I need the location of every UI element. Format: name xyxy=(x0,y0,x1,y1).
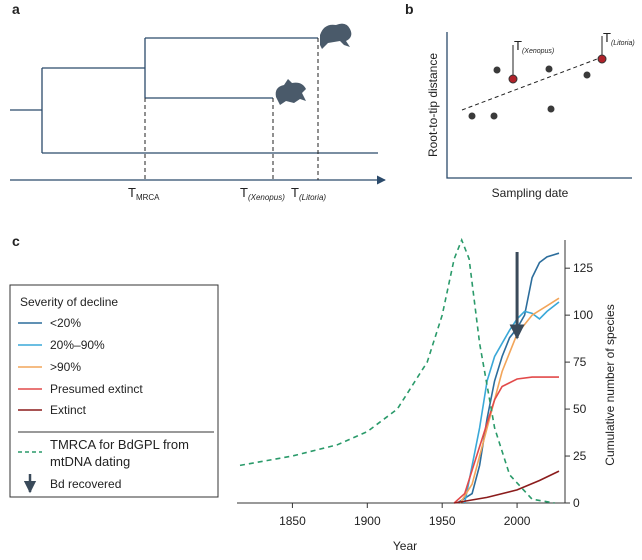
legend-label: Bd recovered xyxy=(50,477,121,491)
phylogeny xyxy=(10,37,378,154)
y2-tick-label: 0 xyxy=(573,496,580,510)
y2-axis-label: Cumulative number of species xyxy=(603,304,617,465)
series-line xyxy=(239,237,555,504)
t-xenopus: T(Xenopus) xyxy=(514,38,554,55)
t-mrca: TMRCA xyxy=(128,185,160,202)
y2-tick-label: 125 xyxy=(573,261,593,275)
y2-tick-label: 100 xyxy=(573,308,593,322)
t-xenopus: T(Xenopus) xyxy=(240,185,285,202)
x-tick-label: 1900 xyxy=(354,514,381,528)
trend-line xyxy=(461,55,606,111)
litoria-point xyxy=(597,54,607,64)
x-axis-label: Year xyxy=(393,539,417,553)
legend-label: >90% xyxy=(50,360,81,374)
legend-entry: TMRCA for BdGPL from mtDNA dating xyxy=(50,437,189,469)
panel-c: c Year Cumulative number of species Seve… xyxy=(9,233,617,553)
points xyxy=(468,65,591,120)
panel-label: b xyxy=(405,1,414,17)
legend-box xyxy=(9,284,219,498)
panel-b: b Root-to-tip distance Sampling date T(X… xyxy=(405,1,635,200)
legend-label: 20%–90% xyxy=(50,338,105,352)
frog-icon xyxy=(275,79,306,105)
series-line xyxy=(454,470,560,504)
frog-icon xyxy=(320,23,352,49)
panel-a: a TMRCA T(Xenopus) T(Litoria) xyxy=(10,1,386,202)
y2-tick-label: 25 xyxy=(573,449,587,463)
series-line xyxy=(453,376,559,504)
xenopus-point xyxy=(508,74,518,84)
x-axis-label: Sampling date xyxy=(492,186,569,200)
x-tick-label: 1950 xyxy=(429,514,456,528)
series-line xyxy=(459,297,560,504)
t-litoria: T(Litoria) xyxy=(291,185,326,202)
y2-tick-label: 75 xyxy=(573,355,587,369)
x-tick-label: 1850 xyxy=(279,514,306,528)
legend-label: Extinct xyxy=(50,403,87,417)
series-line xyxy=(463,301,560,504)
panel-label: c xyxy=(12,233,20,249)
legend-label: TMRCA for BdGPL from mtDNA dating xyxy=(50,437,189,469)
y-axis-label: Root-to-tip distance xyxy=(426,53,440,157)
x-tick-label: 2000 xyxy=(504,514,531,528)
y2-tick-label: 50 xyxy=(573,402,587,416)
axes xyxy=(446,32,632,179)
t-litoria: T(Litoria) xyxy=(603,30,635,47)
legend-title: Severity of decline xyxy=(20,295,118,309)
panel-label: a xyxy=(12,1,20,17)
legend-label: Presumed extinct xyxy=(50,382,143,396)
legend-label: <20% xyxy=(50,316,81,330)
